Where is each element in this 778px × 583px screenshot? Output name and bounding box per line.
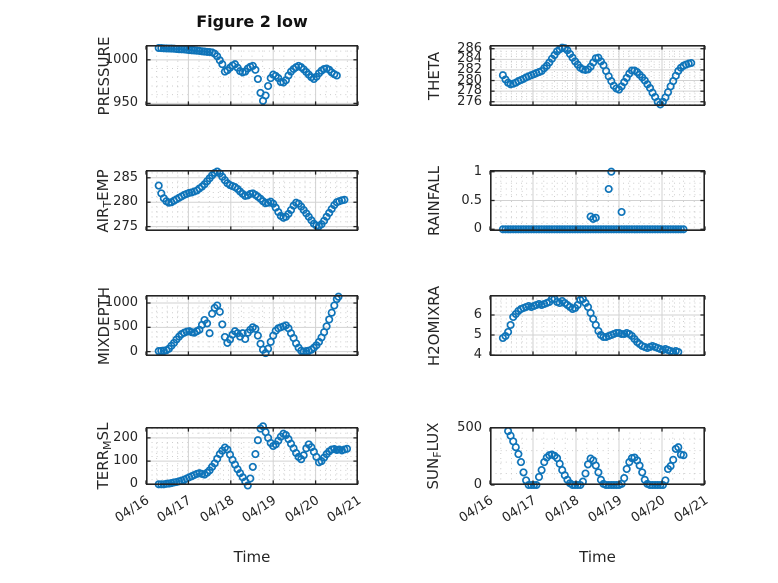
x-axis-label-right: Time	[579, 548, 616, 566]
scatter-markers	[504, 427, 688, 490]
y-axis-label-air-temp: AIRTEMP	[94, 169, 114, 232]
minor-grid	[146, 295, 358, 356]
subplot-mixdepth	[145, 292, 359, 358]
y-tick-label: 500	[457, 419, 482, 435]
y-tick-label: 285	[113, 169, 138, 185]
y-tick-label: 284	[457, 51, 482, 67]
y-tick-label: 0	[129, 476, 138, 492]
y-tick-label: 1	[473, 163, 482, 179]
y-tick-label: 6	[473, 307, 482, 322]
y-tick-label: 0	[129, 343, 138, 359]
scatter-markers	[154, 167, 349, 231]
y-tick-label: 950	[113, 95, 138, 111]
minor-grid	[146, 45, 358, 106]
y-label-text: THETA	[425, 51, 443, 100]
y-axis-label-theta: THETA	[425, 51, 443, 99]
x-tick-label: 04/17	[499, 493, 540, 526]
axes-box	[145, 45, 359, 107]
major-grid	[146, 295, 358, 356]
y-axis-label-pressure: PRESSURE	[95, 36, 113, 115]
axes-box	[489, 427, 706, 486]
axes-box	[145, 427, 359, 486]
axes-box	[145, 170, 359, 232]
subplot-theta	[489, 43, 706, 109]
subplot-air-temp	[145, 167, 359, 232]
y-tick-label: 0.5	[461, 192, 482, 208]
x-tick-label: 04/16	[456, 493, 497, 526]
subplot-sun-flux	[489, 427, 706, 490]
x-axis-label-left: Time	[233, 548, 271, 566]
subplot-terr-msl	[145, 422, 359, 490]
subplot-rainfall	[489, 167, 706, 234]
x-tick-label: 04/20	[628, 493, 669, 526]
axes-box	[489, 295, 706, 357]
scatter-markers	[498, 294, 683, 357]
scatter-markers	[154, 43, 341, 105]
subplot-pressure	[145, 43, 359, 107]
y-label-text: TERR	[94, 449, 112, 490]
x-tick-label: 04/18	[542, 493, 583, 526]
y-axis-label-mixdepth: MIXDEPTH	[95, 286, 113, 364]
y-axis-label-rainfall: RAINFALL	[425, 166, 443, 236]
axes-box	[145, 295, 359, 357]
y-label-text: MIXDEPTH	[95, 286, 113, 365]
y-label-text: EMP	[94, 168, 112, 201]
x-tick-label: 04/20	[282, 493, 322, 526]
y-label-text: SL	[94, 422, 112, 441]
scatter-markers	[154, 292, 343, 358]
y-tick-label: 1000	[104, 295, 138, 311]
axes-box	[489, 45, 706, 107]
scatter-markers	[498, 167, 688, 234]
scatter-markers	[154, 422, 352, 490]
y-label-text: AIR	[94, 207, 112, 233]
y-tick-label: 280	[457, 72, 482, 88]
y-axis-label-h2omixra: H2OMIXRA	[425, 285, 443, 365]
y-axis-label-terr-msl: TERRMSL	[94, 423, 114, 490]
y-label-subscript: M	[101, 440, 114, 450]
y-tick-label: 0	[473, 221, 482, 237]
y-tick-label: 276	[457, 93, 482, 109]
major-grid	[532, 427, 663, 485]
scatter-markers	[498, 43, 696, 109]
axes-box	[489, 170, 706, 232]
major-grid	[146, 45, 358, 106]
subplot-h2omixra	[489, 294, 706, 357]
y-tick-label: 5	[473, 327, 482, 342]
y-tick-label: 278	[457, 83, 482, 99]
y-tick-label: 4	[473, 347, 482, 362]
y-label-text: SUN	[424, 457, 442, 490]
y-label-text: H2OMIXRA	[425, 285, 443, 366]
y-tick-label: 0	[473, 477, 482, 492]
y-tick-label: 280	[113, 194, 138, 210]
y-tick-label: 100	[113, 453, 138, 469]
y-label-text: PRESSURE	[95, 36, 113, 115]
y-tick-label: 200	[113, 429, 138, 445]
y-axis-label-sun-flux: SUNFLUX	[424, 423, 444, 490]
y-tick-label: 1000	[104, 51, 138, 67]
y-label-text: LUX	[424, 422, 442, 452]
y-tick-label: 500	[113, 319, 138, 335]
y-tick-label: 282	[457, 61, 482, 77]
figure-title: Figure 2 low	[196, 12, 308, 31]
x-tick-label: 04/19	[585, 493, 626, 526]
x-tick-label: 04/17	[154, 493, 195, 526]
y-label-text: RAINFALL	[425, 165, 443, 236]
y-label-subscript: F	[431, 451, 444, 458]
y-tick-label: 275	[113, 218, 138, 234]
x-tick-label: 04/19	[239, 493, 280, 526]
y-label-subscript: T	[101, 200, 114, 208]
y-tick-label: 286	[457, 40, 482, 56]
x-tick-label: 04/21	[671, 493, 712, 526]
